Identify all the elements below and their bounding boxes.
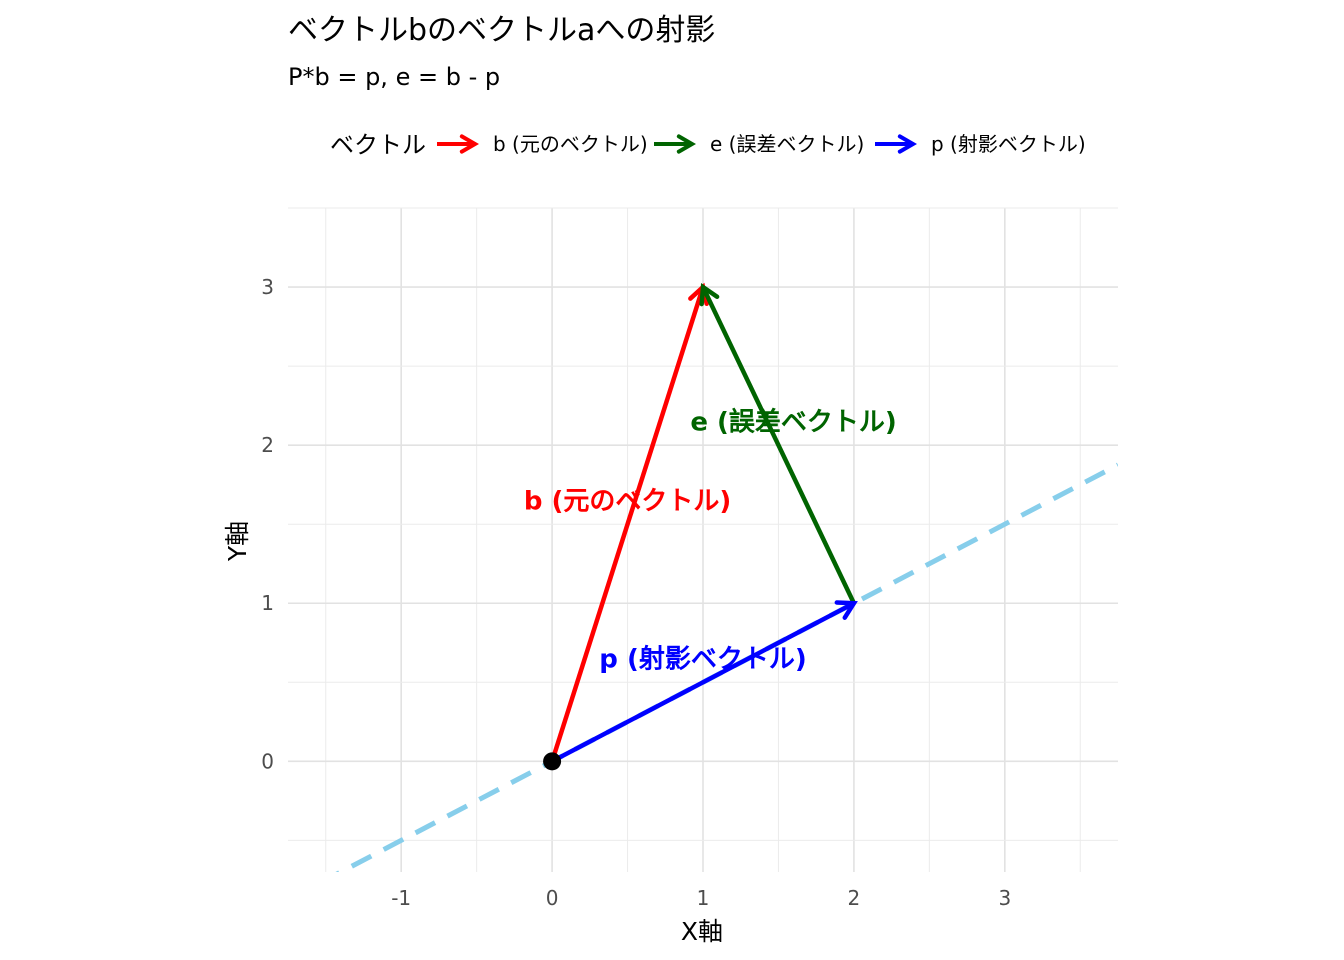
y-tick-label: 3	[261, 275, 274, 299]
y-axis-title: Y軸	[223, 521, 252, 562]
origin-point	[543, 752, 562, 771]
legend-label-1: e (誤差ベクトル)	[710, 132, 864, 156]
y-tick-label: 0	[261, 749, 274, 773]
legend-key-0-head	[459, 134, 479, 154]
vector-p	[551, 600, 858, 764]
chart-title: ベクトルbのベクトルaへの射影	[288, 13, 715, 48]
vector-label-b: b (元のベクトル)	[524, 486, 731, 516]
x-tick-label: -1	[391, 886, 411, 910]
x-axis-title: X軸	[681, 917, 723, 946]
legend: ベクトル b (元のベクトル) e (誤差ベクトル) p (射影ベクトル)	[330, 131, 1086, 159]
vector-e-head	[699, 282, 720, 307]
x-tick-label: 1	[697, 886, 710, 910]
vector-label-p: p (射影ベクトル)	[599, 645, 806, 675]
x-tick-label: 3	[998, 886, 1011, 910]
vector-e-shaft	[700, 286, 856, 605]
x-tick-label: 2	[848, 886, 861, 910]
vector-label-layer: b (元のベクトル) e (誤差ベクトル) p (射影ベクトル)	[524, 406, 897, 674]
legend-key-1-head	[676, 134, 696, 154]
y-tick-label: 1	[261, 591, 274, 615]
y-tick-label: 2	[261, 433, 274, 457]
legend-key-0	[437, 134, 479, 154]
vector-e	[699, 282, 856, 605]
vector-label-e: e (誤差ベクトル)	[690, 406, 896, 437]
legend-label-0: b (元のベクトル)	[493, 132, 648, 156]
legend-label-2: p (射影ベクトル)	[931, 132, 1086, 156]
vector-layer	[543, 282, 858, 771]
vector-b-shaft	[549, 286, 706, 763]
vector-p-shaft	[551, 601, 855, 764]
vector-p-head	[834, 600, 858, 620]
legend-key-2-head	[897, 134, 917, 154]
x-tick-label: 0	[546, 886, 559, 910]
legend-key-2	[875, 134, 917, 154]
legend-title: ベクトル	[330, 131, 426, 159]
tick-label-layer: -1 0 1 2 3 0 1 2 3	[261, 275, 1011, 910]
legend-key-1	[654, 134, 696, 154]
chart-subtitle: P*b = p, e = b - p	[288, 63, 500, 91]
grid	[288, 207, 1118, 872]
